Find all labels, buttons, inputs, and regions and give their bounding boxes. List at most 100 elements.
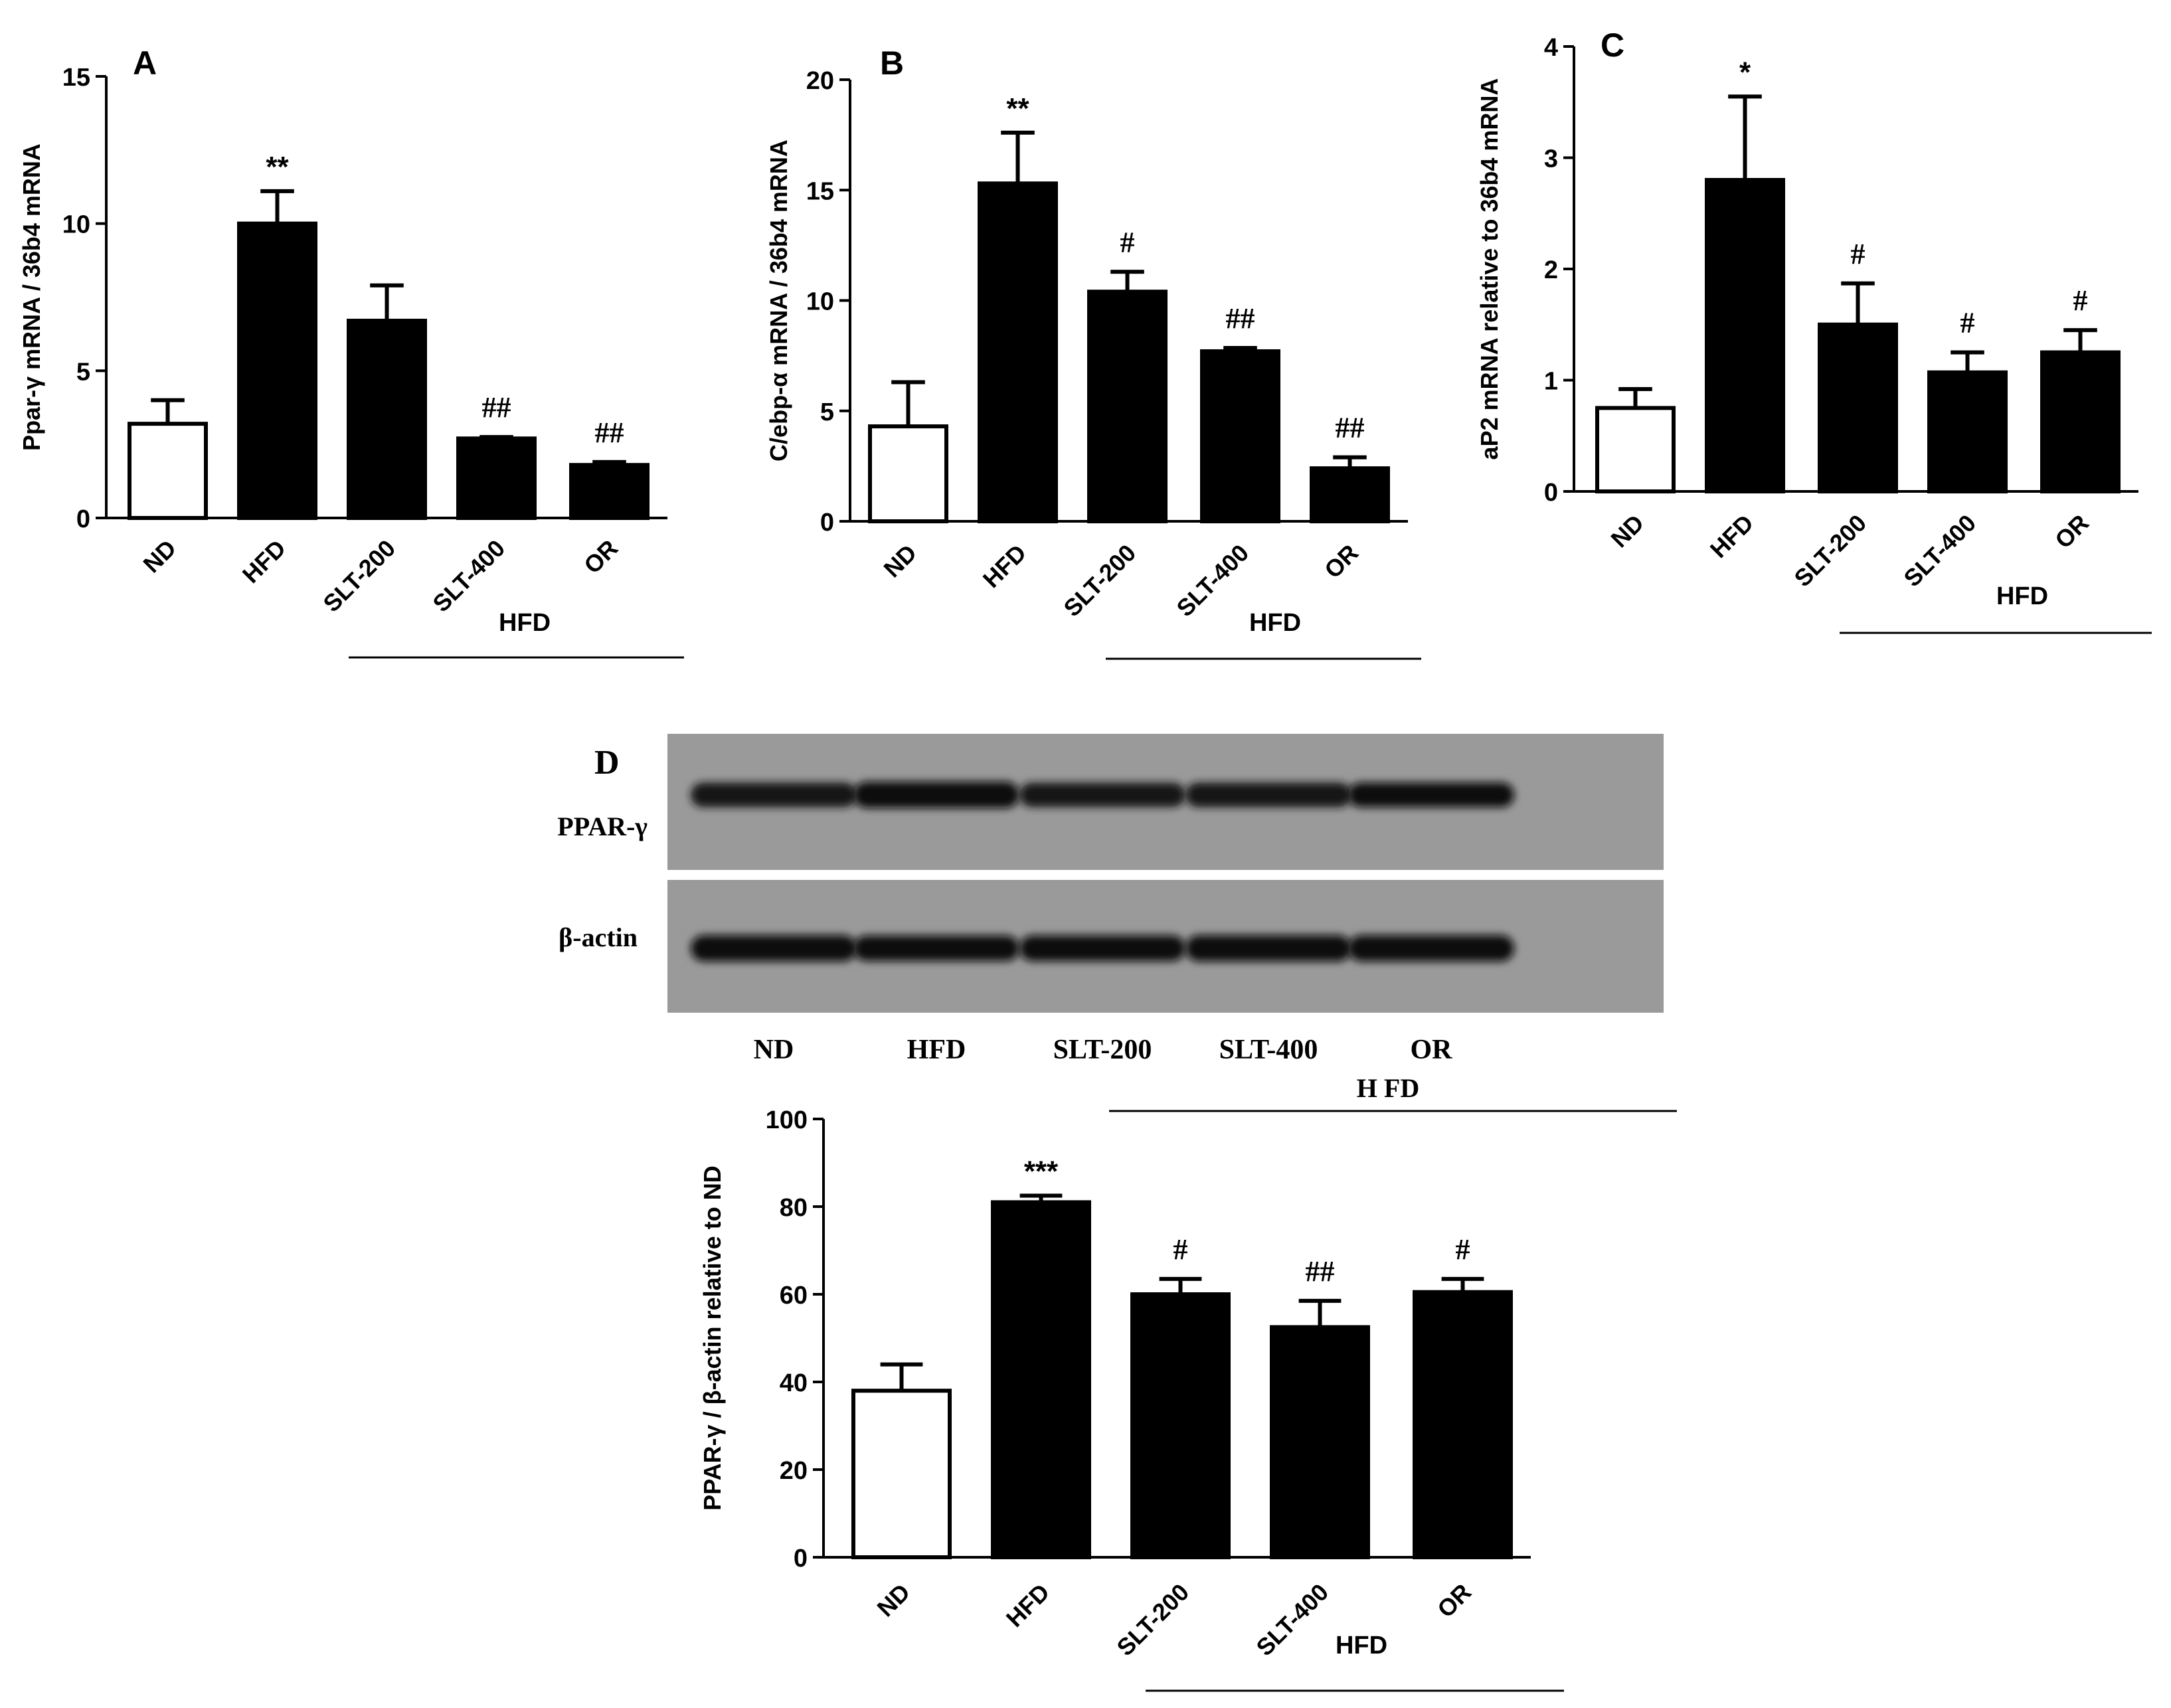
category-label: ND [137,535,181,578]
bar-slt-200 [347,318,427,520]
blot-band [1185,935,1351,962]
blot-row-label-ppar-gamma: PPAR-γ [557,811,648,841]
y-tick-label: 4 [1544,34,1558,62]
y-tick-label: 0 [76,505,90,533]
y-tick-label: 5 [76,358,90,386]
bar-nd [128,422,208,521]
y-tick-label: 10 [806,288,834,316]
significance-mark: ** [266,151,289,183]
significance-mark: # [1960,307,1975,339]
panel-letter: C [1601,27,1624,64]
category-label: SLT-200 [1058,539,1141,622]
category-label: OR [2049,509,2094,554]
y-tick-label: 1 [1544,368,1558,396]
significance-mark: *** [1024,1155,1059,1188]
y-axis-label: C/ebp-α mRNA / 36b4 mRNA [765,139,792,462]
category-label: SLT-200 [1788,509,1871,592]
bar-slt-400 [456,436,537,520]
significance-mark: ## [595,416,624,449]
category-label: HFD [1705,509,1759,563]
category-label: ND [1605,509,1649,553]
y-axis-label: PPAR-γ / β-actin relative to ND [699,1165,726,1510]
blot-lane-label: ND [754,1035,794,1065]
panel-letter: D [594,744,620,782]
category-label: SLT-400 [427,535,510,618]
y-tick-label: 0 [820,509,834,537]
blot-lane-label: SLT-400 [1219,1035,1318,1065]
blot-lane-label: SLT-200 [1053,1035,1152,1065]
y-tick-label: 0 [1544,479,1558,507]
category-label: ND [871,1579,915,1622]
category-label: SLT-400 [1251,1579,1334,1662]
bar-or [1310,466,1390,524]
category-label: OR [1432,1579,1476,1623]
group-label: HFD [499,609,551,637]
bar-nd [851,1389,952,1559]
blot-lane-label: HFD [907,1035,966,1065]
blot-band [853,935,1019,962]
category-label: ND [878,539,922,583]
panel-letter: B [880,44,904,82]
y-tick-label: 10 [62,211,90,239]
category-label: HFD [978,539,1031,593]
panel-letter: A [133,44,157,82]
blot-group-label: H FD [1357,1073,1419,1103]
bar-nd [1595,406,1676,493]
bar-slt-200 [1130,1292,1231,1559]
significance-mark: # [1173,1233,1188,1266]
blot-band [1019,782,1185,808]
bar-or [2040,350,2121,493]
bar-slt-400 [1270,1325,1370,1559]
significance-mark: ## [482,391,511,424]
significance-mark: ## [1336,412,1365,444]
western-blot-panel: D PPAR-γ β-actin ND HFD SLT-200 SLT-400 OR H… [557,734,1677,1112]
blot-row-label-beta-actin: β-actin [559,922,638,952]
group-label: HFD [1996,582,2048,610]
bar-hfd [978,181,1058,523]
category-label: SLT-200 [317,535,400,618]
category-label: SLT-400 [1898,509,1981,592]
bar-or [1413,1290,1513,1559]
category-label: OR [1319,539,1363,584]
blot-band [691,935,857,962]
group-label: HFD [1249,609,1301,637]
bar-hfd [237,221,317,520]
bar-slt-400 [1200,349,1280,523]
significance-mark: * [1739,56,1751,88]
significance-mark: # [1851,238,1866,270]
y-axis-label: Ppar-γ mRNA / 36b4 mRNA [18,143,45,451]
blot-lane-labels: ND HFD SLT-200 SLT-400 OR [754,1035,1453,1065]
bar-slt-400 [1927,370,2008,494]
significance-mark: # [2073,284,2088,317]
category-label: HFD [1001,1579,1055,1632]
category-label: SLT-400 [1171,539,1254,622]
bar-slt-200 [1087,290,1168,523]
y-tick-label: 2 [1544,256,1558,284]
y-tick-label: 3 [1544,145,1558,173]
y-tick-label: 100 [766,1106,808,1134]
blot-band [691,782,857,808]
bar-or [569,463,650,521]
chart-panel-b: B 0 5 10 15 20 C/ebp-α mRNA / 36b4 mRNA ND ** HF… [765,44,1421,660]
y-axis-label: aP2 mRNA relative to 36b4 mRNA [1476,78,1503,460]
significance-mark: # [1120,226,1135,258]
chart-panel-c: C 0 1 2 3 4 aP2 mRNA relative to 36b4 mRNA ND *… [1476,27,2152,634]
category-label: OR [578,535,623,579]
blot-band [1019,935,1185,962]
blot-band [1348,935,1514,962]
y-tick-label: 60 [780,1282,808,1310]
bar-slt-200 [1818,322,1898,493]
significance-mark: ** [1006,92,1029,125]
blot-bands [691,782,1514,962]
y-tick-label: 20 [780,1457,808,1485]
y-tick-label: 15 [62,64,90,92]
significance-mark: ## [1226,302,1255,335]
blot-band [1185,782,1351,808]
bar-hfd [991,1200,1091,1559]
group-label: HFD [1336,1632,1387,1660]
y-tick-label: 5 [820,398,834,426]
y-tick-label: 15 [806,177,834,205]
significance-mark: ## [1306,1255,1335,1288]
